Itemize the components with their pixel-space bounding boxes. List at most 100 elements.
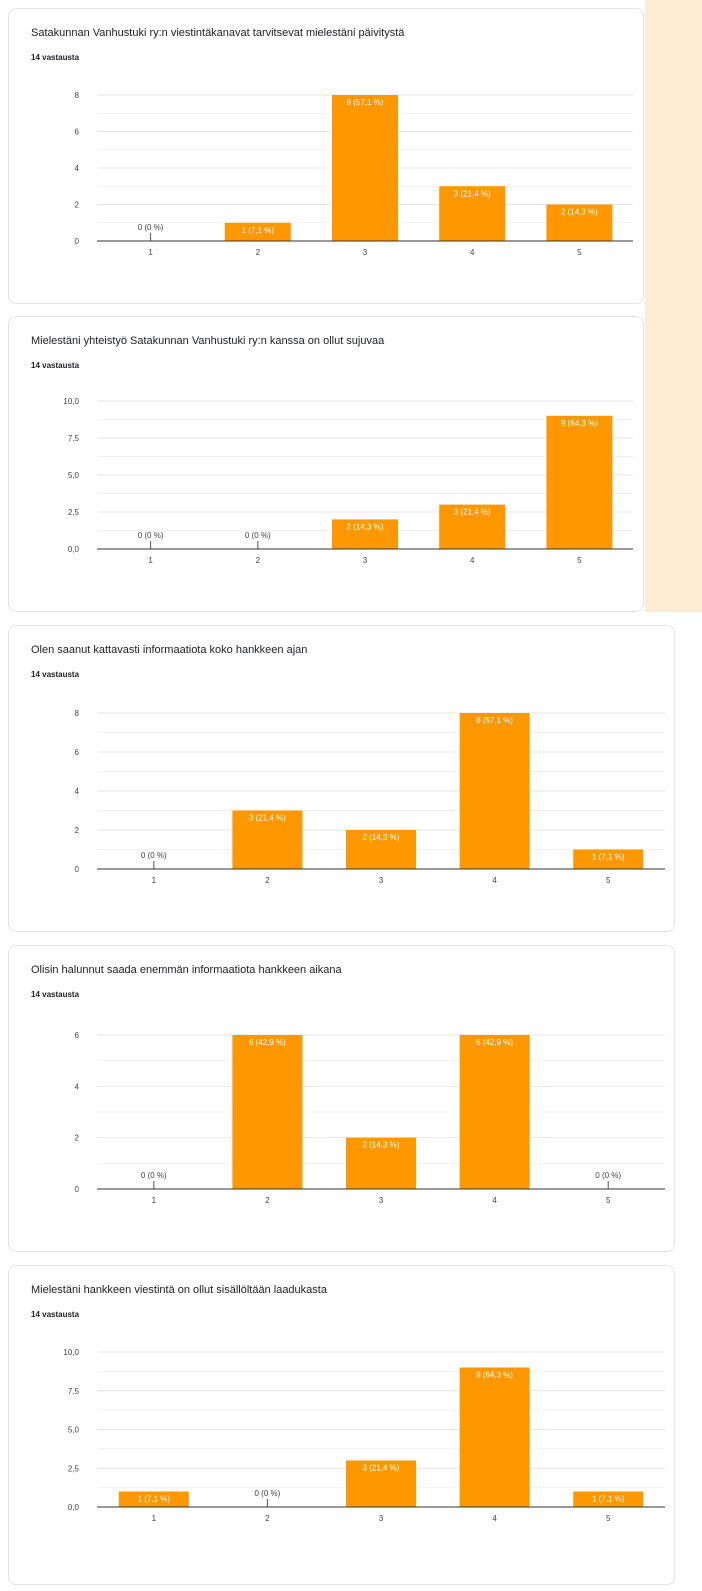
question-title: Olisin halunnut saada enemmän informaati…	[31, 964, 342, 976]
bar	[439, 186, 506, 241]
y-tick-label: 0	[75, 865, 80, 874]
data-label: 2 (14,3 %)	[363, 1141, 400, 1150]
y-tick-label: 2,5	[68, 508, 80, 517]
y-tick-label: 7,5	[68, 1387, 80, 1396]
x-tick-label: 5	[606, 1196, 611, 1205]
bar	[439, 504, 506, 549]
bar-chart: 0 2 4 6 8 0 (0 %) 1 3 (21,4 %) 2 2 (14,3 %) 3 8 (57…	[75, 709, 665, 885]
y-tick-label: 6	[75, 128, 80, 137]
response-count: 14 vastausta	[31, 990, 80, 999]
question-title: Mielestäni yhteistyö Satakunnan Vanhustu…	[31, 335, 385, 347]
data-label: 1 (7,1 %)	[242, 226, 275, 235]
y-tick-label: 4	[75, 1082, 80, 1091]
x-tick-label: 2	[265, 1196, 270, 1205]
data-label: 9 (64,3 %)	[561, 419, 598, 428]
y-tick-label: 2,5	[68, 1464, 80, 1473]
data-label: 0 (0 %)	[255, 1489, 281, 1498]
data-label: 8 (57,1 %)	[347, 98, 384, 107]
bar	[459, 713, 530, 869]
data-label: 0 (0 %)	[245, 531, 271, 540]
bar	[546, 204, 613, 241]
x-tick-label: 3	[379, 1514, 384, 1523]
x-tick-label: 4	[470, 556, 475, 565]
x-tick-label: 4	[492, 1514, 497, 1523]
data-label: 8 (57,1 %)	[476, 716, 513, 725]
data-label: 3 (21,4 %)	[363, 1464, 400, 1473]
bar-chart: 0,0 2,5 5,0 7,5 10,0 1 (7,1 %) 1 0 (0 %) 2 3 (21,…	[63, 1348, 665, 1523]
response-count: 14 vastausta	[31, 53, 80, 62]
data-label: 0 (0 %)	[138, 531, 164, 540]
bar	[332, 95, 398, 241]
y-tick-label: 2	[75, 201, 80, 210]
y-tick-label: 8	[75, 709, 80, 718]
data-label: 2 (14,3 %)	[347, 522, 384, 531]
data-label: 3 (21,4 %)	[454, 189, 491, 198]
data-label: 2 (14,3 %)	[363, 833, 400, 842]
y-tick-label: 0,0	[68, 1503, 80, 1512]
bar	[118, 1491, 189, 1507]
data-label: 0 (0 %)	[141, 851, 167, 860]
data-label: 3 (21,4 %)	[249, 814, 286, 823]
x-tick-label: 1	[148, 556, 153, 565]
y-tick-label: 10,0	[63, 397, 79, 406]
x-tick-label: 4	[470, 248, 475, 257]
x-tick-label: 4	[492, 1196, 497, 1205]
y-tick-label: 5,0	[68, 471, 80, 480]
bar	[346, 1137, 416, 1189]
survey-card-yhteistyo: Mielestäni yhteistyö Satakunnan Vanhustu…	[8, 316, 644, 612]
x-tick-label: 5	[606, 876, 611, 885]
x-tick-label: 3	[363, 556, 368, 565]
x-tick-label: 2	[265, 876, 270, 885]
bar	[573, 849, 644, 869]
bar	[332, 519, 398, 549]
data-label: 0 (0 %)	[138, 223, 164, 232]
x-tick-label: 5	[577, 556, 582, 565]
x-tick-label: 2	[265, 1514, 270, 1523]
x-tick-label: 2	[256, 556, 261, 565]
x-tick-label: 5	[577, 248, 582, 257]
x-tick-label: 1	[152, 876, 157, 885]
bar	[573, 1491, 644, 1507]
bar	[546, 415, 613, 549]
y-tick-label: 5,0	[68, 1426, 80, 1435]
data-label: 9 (64,3 %)	[476, 1371, 513, 1380]
survey-card-enemman-informaatiota: Olisin halunnut saada enemmän informaati…	[8, 945, 675, 1252]
y-tick-label: 6	[75, 748, 80, 757]
x-tick-label: 2	[256, 248, 261, 257]
y-tick-label: 4	[75, 787, 80, 796]
bar-chart: 0,0 2,5 5,0 7,5 10,0 0 (0 %) 1 0 (0 %) 2 2 (14,3 …	[63, 397, 633, 565]
data-label: 3 (21,4 %)	[454, 508, 491, 517]
y-tick-label: 10,0	[63, 1348, 79, 1357]
x-tick-label: 1	[148, 248, 153, 257]
response-count: 14 vastausta	[31, 670, 80, 679]
bar	[346, 830, 416, 869]
data-label: 1 (7,1 %)	[592, 853, 625, 862]
y-tick-label: 2	[75, 1134, 80, 1143]
y-tick-label: 0,0	[68, 545, 80, 554]
x-tick-label: 3	[379, 1196, 384, 1205]
y-tick-label: 4	[75, 164, 80, 173]
x-tick-label: 5	[606, 1514, 611, 1523]
data-label: 1 (7,1 %)	[138, 1495, 171, 1504]
y-tick-label: 0	[75, 1185, 80, 1194]
survey-card-informaatio: Olen saanut kattavasti informaatiota kok…	[8, 625, 675, 932]
bar	[224, 222, 291, 241]
bar	[232, 810, 303, 869]
data-label: 2 (14,3 %)	[561, 208, 598, 217]
y-tick-label: 2	[75, 826, 80, 835]
bar	[459, 1367, 530, 1507]
data-label: 6 (42,9 %)	[249, 1038, 286, 1047]
data-label: 0 (0 %)	[595, 1171, 621, 1180]
bar-chart: 0 2 4 6 8 0 (0 %) 1 1 (7,1 %) 2 8 (57,1 %) 3 3 (21,…	[75, 91, 633, 257]
response-count: 14 vastausta	[31, 361, 80, 370]
y-tick-label: 7,5	[68, 434, 80, 443]
bar-chart: 0 2 4 6 0 (0 %) 1 6 (42,9 %) 2 2 (14,3 %) 3 6 (42,…	[75, 1031, 665, 1205]
x-tick-label: 1	[152, 1196, 157, 1205]
survey-card-viestintakanavat: Satakunnan Vanhustuki ry:n viestintäkana…	[8, 8, 644, 304]
x-tick-label: 3	[363, 248, 368, 257]
data-label: 1 (7,1 %)	[592, 1495, 625, 1504]
y-tick-label: 6	[75, 1031, 80, 1040]
y-tick-label: 0	[75, 237, 80, 246]
x-tick-label: 3	[379, 876, 384, 885]
y-tick-label: 8	[75, 91, 80, 100]
